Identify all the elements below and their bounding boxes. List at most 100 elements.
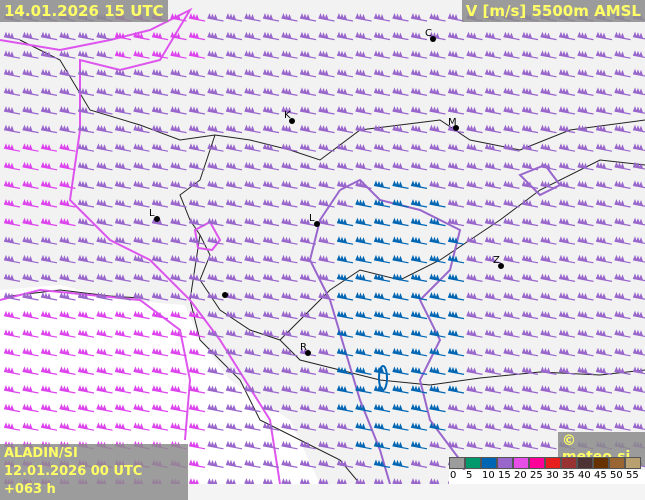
wind-barb	[262, 68, 280, 78]
wind-barb	[466, 143, 483, 152]
wind-barb	[207, 106, 224, 115]
wind-barb	[336, 161, 354, 171]
wind-barb	[318, 273, 335, 282]
legend-tick: 0	[450, 470, 457, 481]
wind-barb	[170, 161, 187, 171]
wind-barb	[521, 161, 539, 171]
wind-barb	[632, 199, 645, 207]
wind-barb	[225, 124, 243, 134]
wind-barb	[336, 124, 354, 134]
wind-barb	[318, 106, 335, 115]
wind-barb	[96, 292, 113, 301]
wind-barb	[558, 236, 576, 245]
wind-barb	[373, 217, 391, 227]
wind-barb	[40, 366, 58, 375]
wind-barb	[225, 403, 243, 413]
wind-barb	[355, 459, 372, 468]
wind-barb	[133, 217, 150, 227]
wind-barb	[484, 50, 502, 59]
wind-barb	[244, 124, 261, 134]
wind-barb	[447, 292, 465, 301]
wind-barb	[521, 329, 539, 338]
wind-barb	[484, 217, 502, 227]
wind-barb	[170, 366, 187, 375]
wind-barb	[188, 143, 206, 152]
city-label: R	[300, 342, 307, 353]
wind-barb	[225, 236, 243, 245]
wind-barb	[466, 254, 483, 264]
legend-tick: 40	[578, 470, 591, 481]
wind-barb	[96, 310, 113, 320]
wind-barb	[503, 143, 520, 152]
wind-barb	[595, 31, 613, 41]
wind-barb	[355, 310, 372, 320]
wind-barb	[466, 347, 483, 357]
wind-barb	[484, 254, 502, 264]
wind-barb	[355, 180, 372, 189]
wind-barb	[299, 310, 317, 320]
wind-barb	[77, 31, 95, 41]
wind-barb	[244, 403, 261, 413]
wind-barb	[540, 87, 557, 96]
wind-barb	[355, 236, 372, 245]
wind-barb	[133, 422, 150, 431]
wind-barb	[466, 422, 483, 431]
wind-barb	[373, 366, 391, 375]
wind-barb	[188, 292, 206, 301]
wind-barb	[466, 403, 483, 413]
wind-barb	[614, 329, 631, 338]
wind-barb	[59, 199, 76, 208]
wind-barb	[614, 292, 631, 301]
wind-barb	[318, 236, 335, 245]
wind-barb	[392, 440, 409, 450]
wind-barb	[262, 31, 280, 41]
wind-barb	[151, 366, 169, 375]
wind-barb	[281, 403, 298, 413]
wind-barb	[392, 217, 409, 227]
wind-barb	[503, 68, 520, 78]
wind-barb	[299, 217, 317, 227]
wind-barb	[262, 50, 280, 59]
wind-barb	[355, 13, 372, 22]
wind-barb	[355, 31, 372, 41]
wind-barb	[281, 87, 298, 96]
wind-barb	[96, 50, 113, 59]
wind-barb	[447, 366, 465, 375]
wind-barb	[262, 385, 280, 394]
wind-barb	[133, 199, 150, 208]
wind-barb	[77, 254, 95, 264]
wind-barb	[114, 273, 132, 282]
wind-barb	[318, 50, 335, 59]
wind-barb	[410, 273, 428, 282]
wind-barb	[225, 217, 243, 227]
wind-barb	[373, 329, 391, 338]
wind-barb	[484, 143, 502, 152]
wind-barb	[225, 329, 243, 338]
wind-barb	[632, 403, 645, 412]
wind-barb	[244, 310, 261, 320]
wind-barb	[577, 329, 594, 338]
wind-barb	[447, 50, 465, 59]
wind-barb	[540, 106, 557, 115]
wind-barb	[40, 292, 58, 301]
wind-barb	[114, 366, 132, 375]
wind-barb	[484, 180, 502, 189]
wind-barb	[429, 403, 446, 413]
wind-barb	[614, 347, 631, 357]
wind-barb	[318, 347, 335, 357]
wind-barb	[3, 385, 21, 394]
wind-barb	[318, 180, 335, 189]
wind-barb	[373, 385, 391, 394]
wind-barb	[373, 273, 391, 282]
wind-barb	[188, 403, 206, 413]
model-name: ALADIN/SI	[4, 446, 78, 461]
wind-barb	[577, 124, 594, 134]
wind-barb	[503, 403, 520, 413]
model-info: ALADIN/SI 12.01.2026 00 UTC +063 h	[0, 444, 188, 500]
wind-barb	[503, 199, 520, 208]
legend-tick: 10	[482, 470, 495, 481]
legend-swatch	[497, 457, 513, 469]
wind-barb	[429, 347, 446, 357]
wind-barb	[299, 31, 317, 41]
wind-barb	[262, 124, 280, 134]
